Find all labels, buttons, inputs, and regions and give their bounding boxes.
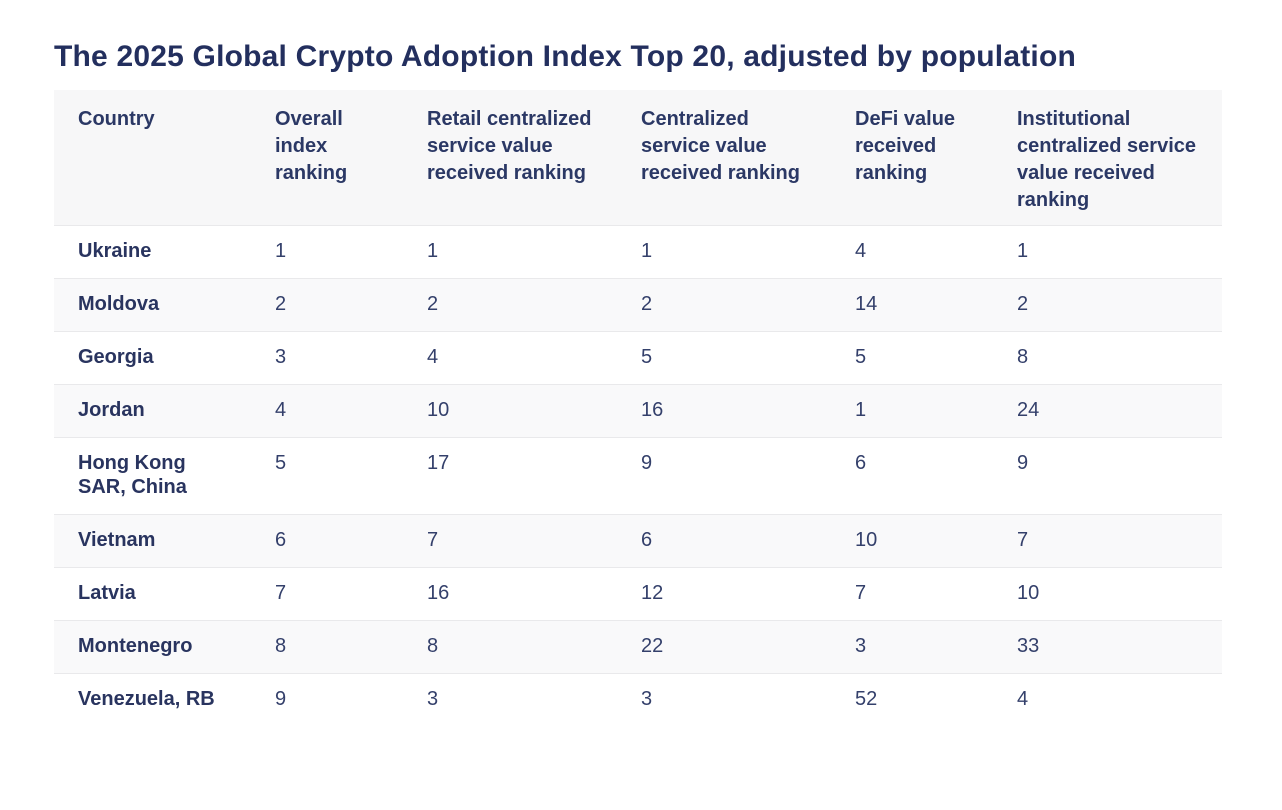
- rank-cell: 3: [855, 635, 867, 657]
- table-row: Venezuela, RB 9 3 3 52 4: [54, 673, 1222, 727]
- country-cell: Montenegro: [78, 635, 193, 657]
- country-cell: Latvia: [78, 582, 136, 604]
- rank-cell: 8: [1017, 346, 1029, 368]
- rank-cell: 4: [855, 240, 867, 262]
- rank-cell: 17: [427, 452, 450, 474]
- rank-cell: 16: [641, 399, 664, 421]
- rank-cell: 6: [855, 452, 867, 474]
- column-header-country: Country: [78, 108, 155, 130]
- rank-cell: 6: [641, 529, 653, 551]
- table-row: Vietnam 6 7 6 10 7: [54, 514, 1222, 568]
- country-cell: Georgia: [78, 346, 154, 368]
- table-body: Ukraine 1 1 1 4 1 Moldova 2 2 2 14 2 Georgia 3 4 5 5 8 Jor…: [54, 225, 1222, 727]
- table-row: Hong Kong SAR, China 5 17 9 6 9: [54, 437, 1222, 515]
- rank-cell: 24: [1017, 399, 1040, 421]
- rank-cell: 2: [641, 293, 653, 315]
- rank-cell: 7: [275, 582, 287, 604]
- rank-cell: 1: [855, 399, 867, 421]
- table-row: Latvia 7 16 12 7 10: [54, 567, 1222, 621]
- table-row: Ukraine 1 1 1 4 1: [54, 225, 1222, 279]
- table-header: Country Overall index ranking Retail cen…: [54, 90, 1222, 226]
- rank-cell: 10: [427, 399, 450, 421]
- rank-cell: 9: [641, 452, 653, 474]
- rank-cell: 9: [1017, 452, 1029, 474]
- column-header-institutional-centralized-service: Institutional centralized service value …: [1017, 108, 1196, 211]
- column-header-defi-value: DeFi value received ranking: [855, 108, 956, 184]
- table-row: Montenegro 8 8 22 3 33: [54, 620, 1222, 674]
- country-cell: Venezuela, RB: [78, 688, 215, 710]
- page-container: The 2025 Global Crypto Adoption Index To…: [54, 40, 1222, 726]
- rank-cell: 3: [641, 688, 653, 710]
- rank-cell: 33: [1017, 635, 1040, 657]
- rank-cell: 6: [275, 529, 287, 551]
- rank-cell: 5: [275, 452, 287, 474]
- column-header-overall-index-ranking: Overall index ranking: [275, 108, 348, 184]
- rank-cell: 12: [641, 582, 664, 604]
- column-header-centralized-service: Centralized service value received ranki…: [641, 108, 800, 184]
- rank-cell: 22: [641, 635, 664, 657]
- rank-cell: 4: [1017, 688, 1029, 710]
- table-header-row: Country Overall index ranking Retail cen…: [54, 90, 1222, 226]
- rank-cell: 8: [275, 635, 287, 657]
- rank-cell: 52: [855, 688, 878, 710]
- rank-cell: 14: [855, 293, 878, 315]
- rank-cell: 4: [275, 399, 287, 421]
- rank-cell: 5: [855, 346, 867, 368]
- rank-cell: 2: [1017, 293, 1029, 315]
- rank-cell: 3: [275, 346, 287, 368]
- column-header-retail-centralized-service: Retail centralized service value receive…: [427, 108, 592, 184]
- rank-cell: 1: [1017, 240, 1029, 262]
- rank-cell: 7: [855, 582, 867, 604]
- table-row: Moldova 2 2 2 14 2: [54, 278, 1222, 332]
- rank-cell: 1: [641, 240, 653, 262]
- rank-cell: 16: [427, 582, 450, 604]
- rank-cell: 1: [275, 240, 287, 262]
- rank-cell: 10: [1017, 582, 1040, 604]
- country-cell: Jordan: [78, 399, 145, 421]
- crypto-adoption-table: Country Overall index ranking Retail cen…: [54, 90, 1222, 726]
- rank-cell: 10: [855, 529, 878, 551]
- rank-cell: 9: [275, 688, 287, 710]
- country-cell: Ukraine: [78, 240, 152, 262]
- rank-cell: 2: [427, 293, 439, 315]
- table-row: Jordan 4 10 16 1 24: [54, 384, 1222, 438]
- rank-cell: 7: [427, 529, 439, 551]
- page-title: The 2025 Global Crypto Adoption Index To…: [54, 40, 1076, 73]
- country-cell: Moldova: [78, 293, 160, 315]
- rank-cell: 2: [275, 293, 287, 315]
- rank-cell: 4: [427, 346, 439, 368]
- rank-cell: 1: [427, 240, 439, 262]
- rank-cell: 5: [641, 346, 653, 368]
- rank-cell: 8: [427, 635, 439, 657]
- rank-cell: 7: [1017, 529, 1029, 551]
- country-cell: Vietnam: [78, 529, 156, 551]
- rank-cell: 3: [427, 688, 439, 710]
- table-row: Georgia 3 4 5 5 8: [54, 331, 1222, 385]
- country-cell: Hong Kong SAR, China: [78, 452, 187, 498]
